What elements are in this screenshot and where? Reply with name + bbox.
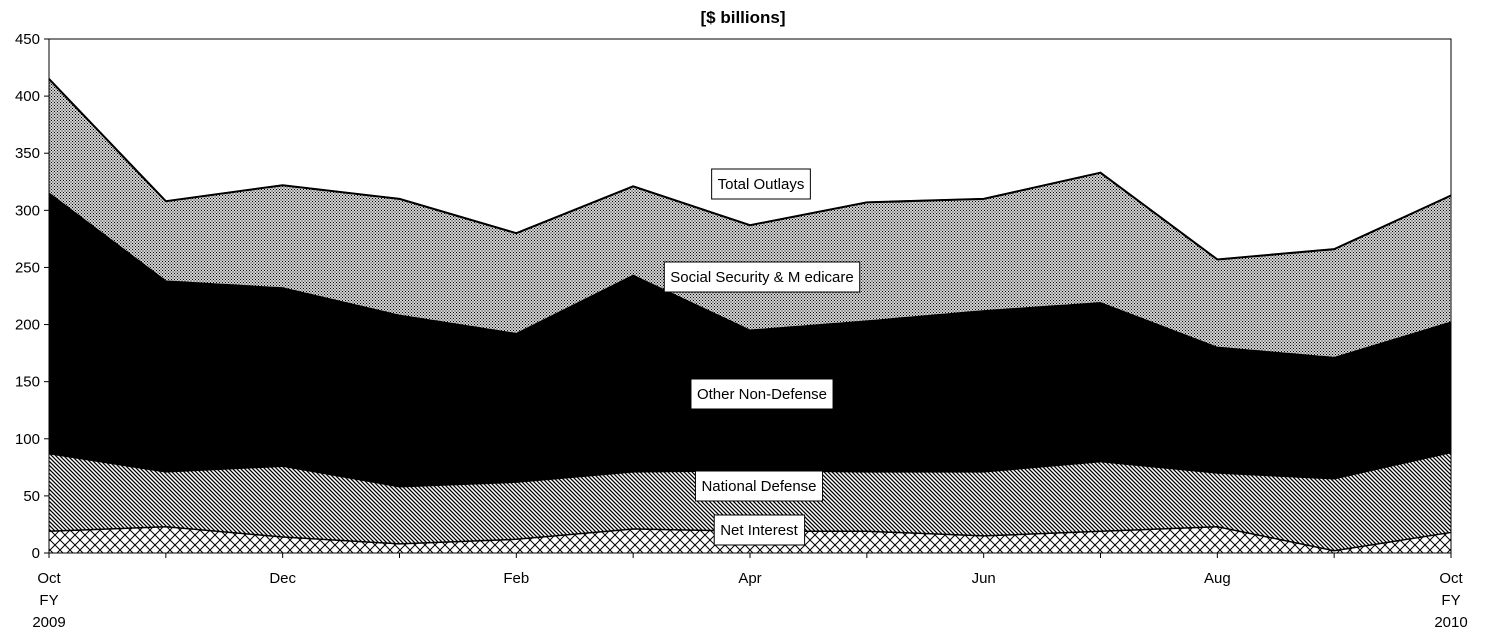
x-tick-label: Jun <box>972 570 996 587</box>
y-tick-label: 450 <box>15 31 40 48</box>
label-net-interest: Net Interest <box>713 514 806 546</box>
area-social-security-medicare <box>49 78 1451 358</box>
y-tick-label: 250 <box>15 259 40 276</box>
x-tick-label: 2010 <box>1434 614 1467 631</box>
y-tick-label: 300 <box>15 202 40 219</box>
label-social-security-medicare: Social Security & M edicare <box>663 261 861 293</box>
x-tick-label: Aug <box>1204 570 1231 587</box>
line-other-non-defense <box>48 192 1452 359</box>
label-total-outlays-text: Total Outlays <box>718 176 805 193</box>
label-other-non-defense: Other Non-Defense <box>690 378 834 410</box>
label-social-security-medicare-box <box>663 261 861 293</box>
label-total-outlays-box <box>711 168 811 200</box>
y-tick-label: 350 <box>15 145 40 162</box>
label-other-non-defense-box <box>690 378 834 410</box>
x-tick-label: Oct <box>37 570 61 587</box>
y-tick-label: 100 <box>15 431 40 448</box>
area-other-non-defense <box>49 193 1451 487</box>
area-national-defense <box>49 452 1451 551</box>
y-axis: 0 50 100 150 200 250 300 350 400 450 <box>15 31 49 562</box>
label-net-interest-text: Net Interest <box>720 522 798 539</box>
label-net-interest-box <box>713 514 806 546</box>
label-national-defense: National Defense <box>694 470 824 502</box>
label-national-defense-text: National Defense <box>701 478 816 495</box>
area-labels: Total Outlays Social Security & M edicare… <box>663 168 861 546</box>
areas-layer <box>49 78 1451 553</box>
label-total-outlays: Total Outlays <box>711 168 811 200</box>
chart-title: [$ billions] <box>700 8 786 27</box>
label-national-defense-box <box>694 470 824 502</box>
y-tick-label: 50 <box>23 488 40 505</box>
x-tick-label: Feb <box>503 570 529 587</box>
label-social-security-medicare-text: Social Security & M edicare <box>670 269 853 286</box>
y-tick-label: 400 <box>15 88 40 105</box>
x-tick-label: Oct <box>1439 570 1463 587</box>
line-total-outlays <box>48 78 1452 261</box>
y-tick-label: 200 <box>15 317 40 334</box>
x-axis: Oct FY 2009 Dec Feb Apr Jun Aug Oct FY 2010 <box>32 553 1468 631</box>
label-other-non-defense-text: Other Non-Defense <box>697 386 827 403</box>
y-tick-label: 0 <box>32 545 40 562</box>
x-tick-label: Apr <box>738 570 761 587</box>
x-tick-label: 2009 <box>32 614 65 631</box>
x-tick-label: Dec <box>269 570 296 587</box>
x-tick-label: FY <box>1441 592 1460 609</box>
y-tick-label: 150 <box>15 374 40 391</box>
x-tick-label: FY <box>39 592 58 609</box>
